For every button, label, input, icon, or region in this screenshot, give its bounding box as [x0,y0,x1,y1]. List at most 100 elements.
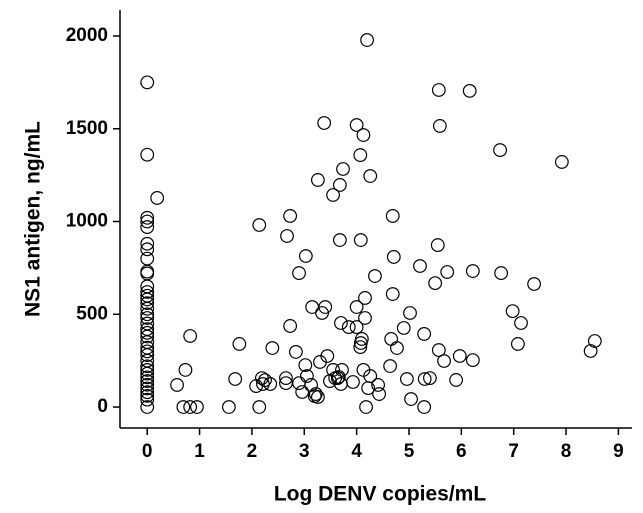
y-tick-label: 2000 [66,25,108,46]
point [403,306,417,320]
point [265,341,280,355]
point [140,381,155,396]
point [140,311,155,325]
point [432,119,447,133]
point [252,218,267,232]
point [310,390,325,404]
point [298,249,313,263]
point [363,169,378,183]
point [353,148,368,162]
point [359,400,373,414]
point [331,370,346,384]
y-tick-label: 1500 [66,118,108,139]
point [332,178,347,192]
point [140,377,155,392]
point [310,173,325,187]
point [140,301,155,316]
point [308,387,323,401]
point [449,373,463,387]
point [404,392,418,406]
point [465,264,480,278]
point [183,329,198,343]
point [228,372,243,386]
point [587,334,602,348]
point [176,400,191,414]
y-tick-label: 1000 [66,211,108,232]
point [140,296,155,311]
point [396,321,411,335]
x-tick-label: 3 [299,441,310,462]
point [353,233,368,247]
point [289,345,303,359]
point [399,372,414,386]
point [428,276,443,291]
point [140,370,155,385]
point [320,349,335,363]
point [140,374,155,388]
x-tick-label: 1 [194,441,205,462]
point [349,300,364,314]
point [252,400,267,414]
point [431,343,446,357]
point [140,214,155,229]
point [417,372,432,386]
point [330,371,345,385]
x-tick-label: 8 [561,441,572,462]
point [386,250,401,264]
point [150,191,165,205]
point [299,369,314,383]
point [465,353,480,367]
point [140,307,155,322]
point [583,344,598,358]
point [140,292,155,307]
point [221,400,236,414]
point [140,325,155,340]
point [140,75,155,90]
point [283,319,298,333]
point [462,83,477,98]
point [335,363,349,377]
point [283,209,298,223]
point [417,327,432,341]
point [140,236,155,251]
point [317,116,332,130]
point [413,259,427,273]
point [390,341,404,355]
point [372,387,387,401]
point [346,375,360,389]
point [140,147,155,162]
point [232,337,247,351]
point [332,233,347,247]
point [292,376,306,391]
point [140,400,155,414]
point [431,83,446,97]
point [384,332,399,346]
point [505,304,520,319]
point [417,400,432,414]
point [140,285,155,299]
point [554,155,569,169]
point [334,316,348,330]
point [363,369,378,383]
point [371,378,385,392]
y-tick-label: 0 [97,396,108,417]
point [140,385,155,400]
point [452,349,467,363]
point [423,371,437,385]
point [326,188,340,202]
point [385,287,400,301]
point [292,266,306,280]
point [140,392,155,407]
point [514,316,528,330]
point [140,210,155,225]
point [170,378,184,392]
point [295,385,310,399]
point [341,320,356,334]
point [279,371,293,385]
point [140,348,155,362]
point [140,242,155,257]
point [358,311,372,325]
point [280,229,294,243]
point [349,118,364,132]
